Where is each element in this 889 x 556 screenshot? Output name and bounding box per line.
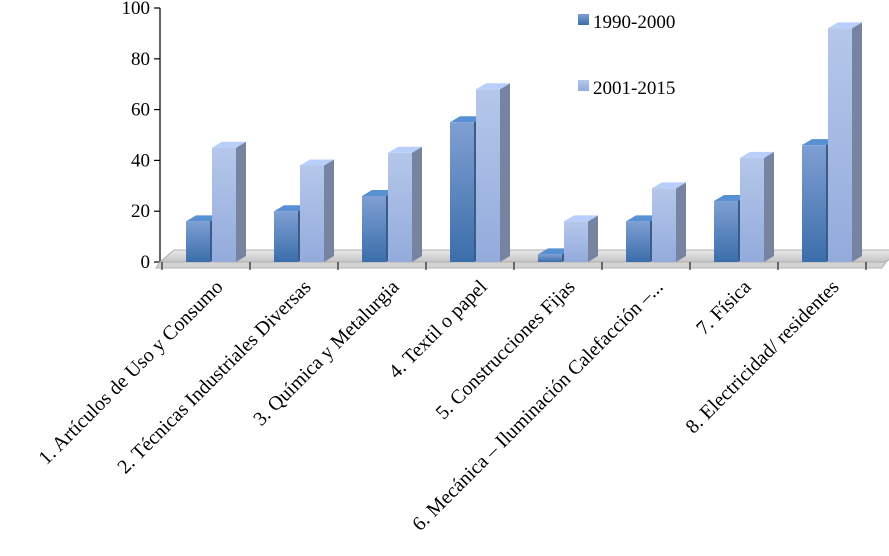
bar-side bbox=[500, 83, 510, 262]
bar bbox=[828, 22, 862, 262]
bar-top bbox=[450, 116, 484, 123]
y-tick-label: 60 bbox=[131, 100, 150, 121]
legend-swatch bbox=[578, 14, 589, 25]
bar-front bbox=[802, 145, 826, 262]
bar-top bbox=[828, 22, 862, 29]
bar-top bbox=[362, 189, 396, 196]
bar-front bbox=[626, 221, 650, 262]
bar-front bbox=[564, 221, 588, 262]
category-label: 1. Artículos de Uso y Consumo bbox=[34, 276, 227, 469]
bar bbox=[652, 182, 686, 262]
category-label: 7. Física bbox=[692, 276, 756, 340]
bar-side bbox=[324, 159, 334, 262]
legend-label: 1990-2000 bbox=[593, 12, 675, 33]
bar-front bbox=[388, 152, 412, 262]
legend-swatch bbox=[578, 80, 589, 91]
y-axis-ticks: 0 20 40 60 80 100 bbox=[122, 0, 160, 273]
bar-front bbox=[212, 147, 236, 262]
bar-front bbox=[740, 157, 764, 262]
legend-label: 2001-2015 bbox=[593, 78, 675, 99]
bar bbox=[740, 151, 774, 262]
category-label: 3. Química y Metalurgia bbox=[249, 276, 403, 430]
bar-top bbox=[186, 215, 220, 222]
bar-top bbox=[564, 215, 598, 222]
bar-front bbox=[538, 254, 562, 262]
y-tick-label: 100 bbox=[122, 0, 151, 19]
bar-side bbox=[588, 215, 598, 262]
bar-side bbox=[676, 182, 686, 262]
bar-front bbox=[476, 89, 500, 262]
y-tick-label: 40 bbox=[131, 150, 150, 171]
bar-front bbox=[652, 188, 676, 262]
bar-top bbox=[538, 248, 572, 255]
bar-top bbox=[652, 182, 686, 189]
bar-front bbox=[828, 28, 852, 262]
bar-top bbox=[476, 83, 510, 90]
y-tick-label: 80 bbox=[131, 49, 150, 70]
bar-side bbox=[852, 22, 862, 262]
legend: 1990-2000 2001-2015 bbox=[578, 12, 675, 99]
bar bbox=[476, 83, 510, 262]
bar-top bbox=[212, 141, 246, 148]
bar-side bbox=[764, 151, 774, 262]
bar-top bbox=[626, 215, 660, 222]
bar-side bbox=[236, 141, 246, 262]
bar-top bbox=[388, 146, 422, 153]
bar-top bbox=[740, 151, 774, 158]
bars bbox=[186, 22, 862, 262]
bar bbox=[388, 146, 422, 262]
bar-top bbox=[274, 205, 308, 212]
bar-front bbox=[186, 221, 210, 262]
floor-front bbox=[155, 261, 887, 269]
bar-side bbox=[412, 146, 422, 262]
chart-floor bbox=[155, 249, 889, 270]
bar-front bbox=[362, 195, 386, 262]
floor-top bbox=[158, 249, 889, 263]
bar bbox=[212, 141, 246, 262]
bar-front bbox=[714, 201, 738, 262]
bar-top bbox=[300, 159, 334, 166]
bar bbox=[300, 159, 334, 262]
category-label: 8. Electricidad/ residentes bbox=[682, 276, 844, 438]
bar-top bbox=[714, 195, 748, 202]
category-label: 2. Técnicas Industriales Diversas bbox=[113, 276, 315, 478]
bar-top bbox=[802, 139, 836, 146]
bar-front bbox=[450, 122, 474, 262]
bar bbox=[564, 215, 598, 262]
y-tick-label: 20 bbox=[131, 201, 150, 222]
y-tick-label: 0 bbox=[141, 252, 151, 273]
bar-front bbox=[300, 165, 324, 262]
bar-front bbox=[274, 211, 298, 262]
